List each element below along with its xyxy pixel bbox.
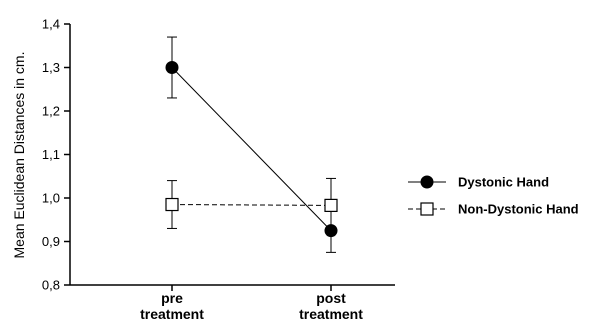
x-tick-label: treatment <box>140 306 204 322</box>
y-tick-label: 1,2 <box>42 104 60 119</box>
plot-area: 0,80,91,01,11,21,31,4 pretreatmentposttr… <box>42 17 395 322</box>
y-tick-label: 1,3 <box>42 60 60 75</box>
legend-label: Dystonic Hand <box>458 175 549 190</box>
series-layer <box>165 36 338 253</box>
legend-marker <box>420 202 434 216</box>
y-tick-label: 1,1 <box>42 147 60 162</box>
y-tick-label: 0,9 <box>42 234 60 249</box>
data-point <box>165 61 179 74</box>
series-line <box>171 204 332 206</box>
data-point <box>165 197 179 212</box>
y-tick-label: 1,0 <box>42 191 60 206</box>
legend-label: Non-Dystonic Hand <box>458 202 579 217</box>
x-tick-label: post <box>316 290 346 306</box>
x-tick-label: pre <box>161 290 183 306</box>
y-axis-title: Mean Euclidean Distances in cm. <box>11 52 27 259</box>
data-point <box>324 198 338 212</box>
legend: Dystonic Hand Non-Dystonic Hand <box>408 175 579 217</box>
y-ticks: 0,8 0,9 1,0 1,1 1,2 1,3 1,4 <box>42 17 70 293</box>
data-point <box>324 224 338 238</box>
x-tick-label: treatment <box>299 306 363 322</box>
y-tick-label: 0,8 <box>42 278 60 293</box>
series-line <box>171 67 332 231</box>
y-tick-label: 1,4 <box>42 17 60 32</box>
legend-marker <box>420 175 434 189</box>
